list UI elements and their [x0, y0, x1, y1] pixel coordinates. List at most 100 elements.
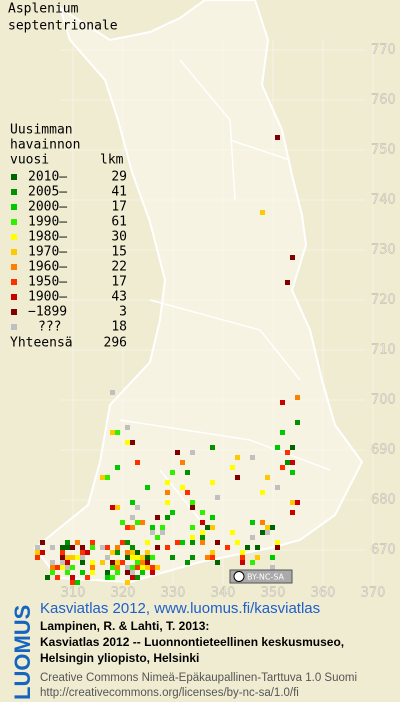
occurrence-square [200, 530, 205, 535]
occurrence-square [135, 460, 140, 465]
occurrence-square [145, 550, 150, 555]
occurrence-square [50, 570, 55, 575]
occurrence-square [190, 540, 195, 545]
occurrence-square [110, 430, 115, 435]
occurrence-square [235, 540, 240, 545]
x-tick-label: 370 [361, 586, 386, 601]
occurrence-square [65, 540, 70, 545]
occurrence-square [160, 525, 165, 530]
occurrence-square [270, 565, 275, 570]
occurrence-square [65, 570, 70, 575]
occurrence-square [70, 580, 75, 585]
occurrence-square [235, 455, 240, 460]
occurrence-square [200, 510, 205, 515]
badge-box [229, 569, 293, 584]
occurrence-square [165, 500, 170, 505]
finland-outline [33, 0, 364, 584]
occurrence-square [110, 505, 115, 510]
occurrence-square [125, 525, 130, 530]
occurrence-square [180, 485, 185, 490]
legend-heading: Uusimman [10, 123, 73, 138]
y-tick-label: 750 [371, 143, 396, 158]
legend-label: 1950– [28, 275, 67, 290]
occurrence-square [150, 525, 155, 530]
occurrence-square [65, 560, 70, 565]
occurrence-square [150, 555, 155, 560]
legend-swatch [11, 279, 17, 285]
occurrence-square [250, 455, 255, 460]
occurrence-square [80, 555, 85, 560]
occurrence-square [65, 565, 70, 570]
occurrence-square [100, 560, 105, 565]
occurrence-square [125, 425, 130, 430]
legend-heading: havainnon [10, 138, 80, 153]
occurrence-square [130, 550, 135, 555]
license: http://creativecommons.org/licenses/by-n… [40, 687, 299, 699]
occurrence-square [190, 450, 195, 455]
occurrence-square [130, 545, 135, 550]
occurrence-square [145, 565, 150, 570]
occurrence-square [260, 210, 265, 215]
occurrence-square [175, 540, 180, 545]
legend-swatch [11, 189, 17, 195]
occurrence-square [280, 400, 285, 405]
occurrence-square [275, 545, 280, 550]
occurrence-square [105, 545, 110, 550]
occurrence-square [215, 495, 220, 500]
occurrence-square [60, 565, 65, 570]
occurrence-square [260, 490, 265, 495]
occurrence-square [255, 555, 260, 560]
legend-column: vuosi [10, 153, 49, 168]
legend-count: 18 [111, 320, 127, 335]
occurrence-square [270, 525, 275, 530]
license: Creative Commons Nimeä-Epäkaupallinen-Ta… [40, 672, 357, 684]
occurrence-square [35, 545, 40, 550]
occurrence-square [50, 545, 55, 550]
occurrence-square [295, 500, 300, 505]
occurrence-square [185, 470, 190, 475]
x-tick-label: 310 [61, 586, 86, 601]
citation: Helsingin yliopisto, Helsinki [40, 651, 199, 665]
link[interactable]: Kasviatlas 2012, www.luomus.fi/kasviatla… [40, 600, 320, 617]
occurrence-square [145, 540, 150, 545]
occurrence-square [250, 560, 255, 565]
legend-label: 1980– [28, 230, 67, 245]
occurrence-square [70, 545, 75, 550]
occurrence-square [190, 535, 195, 540]
occurrence-square [100, 475, 105, 480]
occurrence-square [265, 475, 270, 480]
occurrence-square [140, 555, 145, 560]
occurrence-square [80, 550, 85, 555]
occurrence-square [265, 525, 270, 530]
y-tick-label: 740 [371, 193, 396, 208]
occurrence-square [210, 555, 215, 560]
y-tick-label: 710 [371, 343, 396, 358]
legend-swatch [11, 309, 17, 315]
occurrence-square [165, 490, 170, 495]
occurrence-square [60, 545, 65, 550]
occurrence-square [155, 515, 160, 520]
occurrence-square [190, 555, 195, 560]
occurrence-square [205, 555, 210, 560]
occurrence-square [140, 520, 145, 525]
occurrence-square [120, 520, 125, 525]
occurrence-square [170, 510, 175, 515]
occurrence-square [75, 555, 80, 560]
occurrence-square [115, 570, 120, 575]
occurrence-square [190, 505, 195, 510]
occurrence-square [125, 570, 130, 575]
legend-swatch [11, 324, 17, 330]
occurrence-square [250, 520, 255, 525]
occurrence-square [135, 505, 140, 510]
legend-swatch [11, 249, 17, 255]
occurrence-square [50, 565, 55, 570]
occurrence-square [60, 560, 65, 565]
occurrence-square [165, 515, 170, 520]
legend-total-label: Yhteensä [10, 336, 73, 351]
occurrence-square [70, 555, 75, 560]
y-tick-label: 700 [371, 393, 396, 408]
legend-label: 1990– [28, 215, 67, 230]
legend-count: 15 [111, 245, 127, 260]
occurrence-square [275, 540, 280, 545]
occurrence-square [70, 565, 75, 570]
